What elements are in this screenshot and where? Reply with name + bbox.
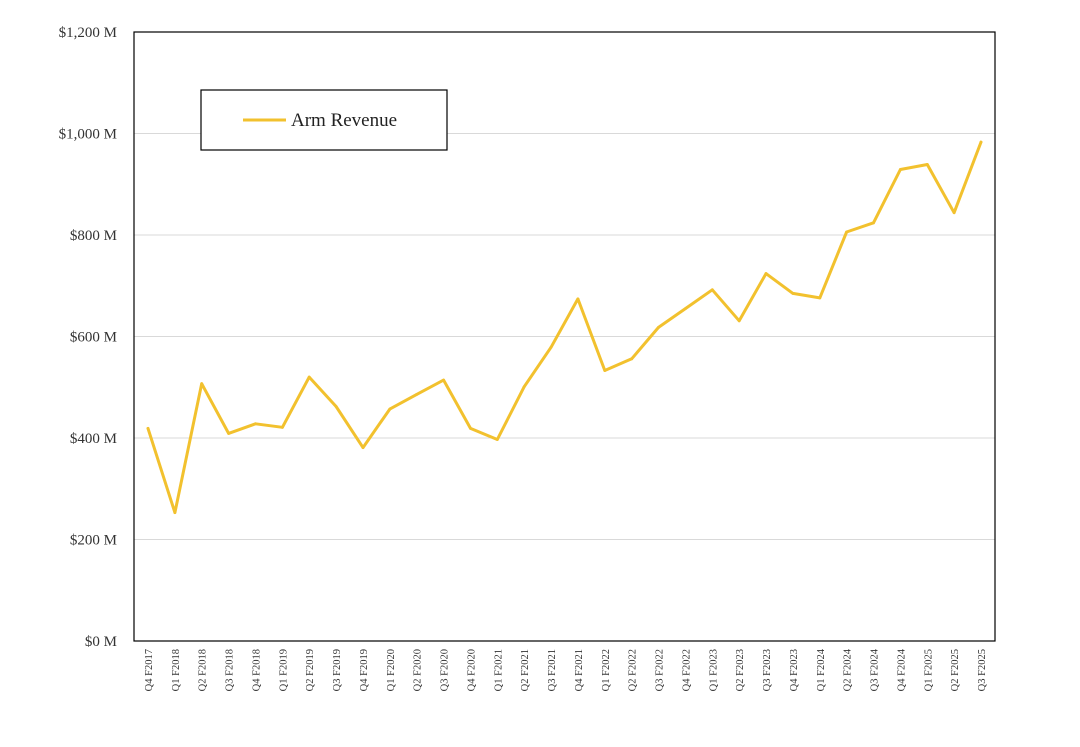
data-point [200, 382, 204, 386]
data-point [764, 272, 768, 275]
x-tick-label: Q2 F2020 [413, 649, 424, 691]
x-tick-label: Q4 F2017 [144, 649, 155, 691]
data-point [630, 357, 634, 361]
data-point [415, 392, 419, 396]
data-point [307, 375, 311, 379]
y-tick-label: $400 M [70, 431, 117, 447]
series-line-arm-revenue [146, 140, 983, 515]
data-point [361, 446, 365, 450]
x-tick-label: Q4 F2021 [574, 649, 585, 691]
data-point [173, 511, 177, 515]
x-tick-label: Q2 F2025 [950, 649, 961, 691]
y-tick-label: $1,200 M [59, 25, 117, 41]
x-tick-label: Q3 F2025 [977, 649, 988, 691]
data-point [442, 378, 445, 382]
data-point [146, 426, 150, 430]
x-tick-label: Q4 F2019 [359, 649, 370, 691]
plot-frame [133, 31, 996, 642]
data-point [469, 426, 472, 430]
y-tick-label: $200 M [70, 533, 117, 549]
y-tick-label: $600 M [70, 330, 117, 346]
x-tick-label: Q4 F2024 [896, 648, 907, 691]
x-tick-label: Q4 F2023 [789, 649, 800, 691]
y-tick-label: $1,000 M [59, 127, 117, 143]
data-point [952, 211, 956, 215]
legend-label: Arm Revenue [291, 110, 397, 131]
x-tick-label: Q1 F2023 [708, 649, 719, 691]
x-tick-label: Q3 F2020 [440, 649, 451, 691]
legend: Arm Revenue [200, 89, 448, 151]
data-point [684, 307, 687, 310]
x-tick-label: Q3 F2022 [655, 649, 666, 691]
x-tick-label: Q3 F2019 [332, 649, 343, 691]
data-point [388, 407, 392, 411]
x-tick-label: Q4 F2022 [681, 649, 692, 691]
data-point [522, 385, 526, 389]
x-tick-label: Q1 F2018 [171, 649, 182, 691]
x-tick-label: Q4 F2018 [251, 649, 262, 691]
x-tick-label: Q2 F2019 [305, 649, 316, 691]
data-point [576, 297, 580, 301]
x-tick-label: Q2 F2022 [628, 649, 639, 691]
x-tick-label: Q3 F2021 [547, 649, 558, 691]
data-point [791, 291, 795, 295]
x-tick-label: Q3 F2024 [870, 648, 881, 691]
data-point [898, 168, 902, 171]
data-point [254, 422, 257, 426]
data-point [737, 319, 741, 323]
x-tick-label: Q3 F2018 [225, 649, 236, 691]
x-tick-label: Q1 F2022 [601, 649, 612, 691]
data-point [549, 345, 553, 349]
x-tick-label: Q2 F2018 [198, 649, 209, 691]
data-point [280, 425, 284, 429]
y-tick-label: $800 M [70, 228, 117, 244]
data-point [334, 405, 338, 408]
x-tick-label: Q1 F2024 [816, 648, 827, 691]
x-tick-label: Q4 F2020 [466, 649, 477, 691]
data-point [845, 230, 849, 234]
x-tick-label: Q1 F2025 [923, 649, 934, 691]
x-tick-label: Q3 F2023 [762, 649, 773, 691]
x-tick-label: Q1 F2019 [278, 649, 289, 691]
x-tick-label: Q1 F2020 [386, 649, 397, 691]
data-point [227, 432, 231, 435]
data-point [818, 296, 822, 300]
x-tick-label: Q2 F2024 [843, 648, 854, 691]
legend-box [200, 89, 448, 151]
data-point [872, 221, 875, 225]
data-point [925, 163, 929, 166]
data-point [979, 140, 983, 144]
data-point [603, 369, 607, 372]
data-point [710, 288, 714, 292]
x-tick-label: Q1 F2021 [493, 649, 504, 691]
data-point [657, 325, 660, 329]
x-tick-label: Q2 F2021 [520, 649, 531, 691]
data-point [495, 438, 499, 441]
y-tick-label: $0 M [85, 634, 117, 650]
x-tick-label: Q2 F2023 [735, 649, 746, 691]
